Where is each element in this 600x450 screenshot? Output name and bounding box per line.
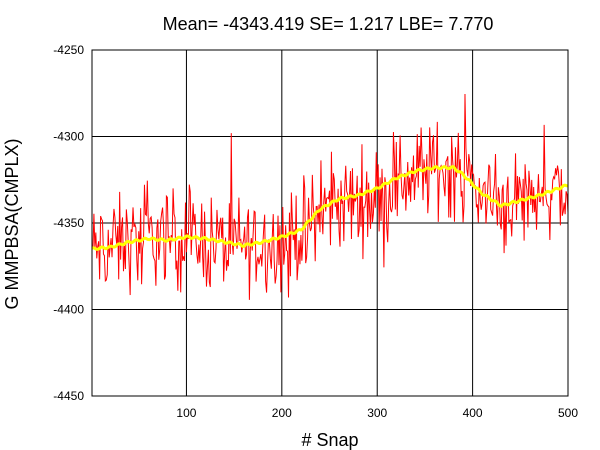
x-axis-label: # Snap xyxy=(301,430,358,450)
chart-title: Mean= -4343.419 SE= 1.217 LBE= 7.770 xyxy=(163,14,494,34)
plot-frame xyxy=(91,49,569,397)
series-running-average-line xyxy=(91,165,569,251)
y-tick-label: -4300 xyxy=(53,130,84,144)
x-tick-label: 100 xyxy=(176,406,196,420)
x-tick-label: 400 xyxy=(463,406,483,420)
series-raw-line xyxy=(91,93,569,300)
plot-series xyxy=(91,93,569,300)
x-tick-label: 200 xyxy=(272,406,292,420)
y-tick-label: -4350 xyxy=(53,216,84,230)
x-tick-label: 300 xyxy=(367,406,387,420)
y-tick-label: -4250 xyxy=(53,43,84,57)
y-axis-label: G MMPBSA(CMPLX) xyxy=(2,138,22,309)
y-tick-label: -4450 xyxy=(53,389,84,403)
y-tick-label: -4400 xyxy=(53,303,84,317)
x-tick-label: 500 xyxy=(558,406,578,420)
tick-labels: 100 200 300 400 500 -4450 -4400 -4350 -4300 -4250 xyxy=(53,43,578,420)
